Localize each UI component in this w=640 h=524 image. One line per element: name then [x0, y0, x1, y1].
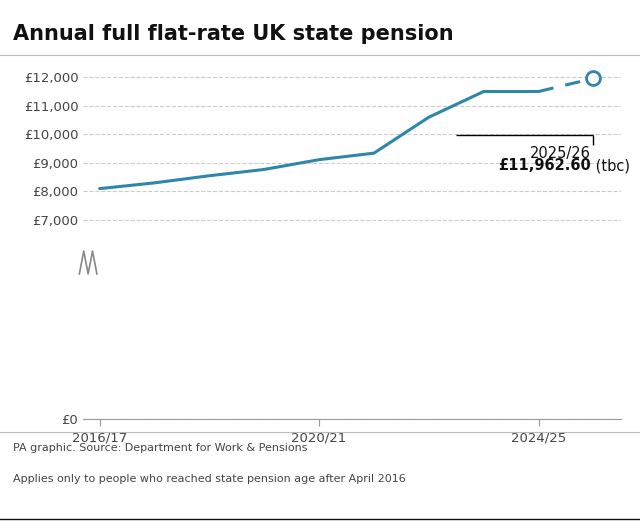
Text: £11,962.60: £11,962.60	[498, 158, 591, 173]
Text: PA graphic. Source: Department for Work & Pensions: PA graphic. Source: Department for Work …	[13, 443, 307, 453]
Text: Applies only to people who reached state pension age after April 2016: Applies only to people who reached state…	[13, 474, 406, 484]
Text: 2025/26: 2025/26	[530, 146, 591, 161]
Text: Annual full flat-rate UK state pension: Annual full flat-rate UK state pension	[13, 24, 453, 43]
Text: (tbc): (tbc)	[591, 158, 630, 173]
